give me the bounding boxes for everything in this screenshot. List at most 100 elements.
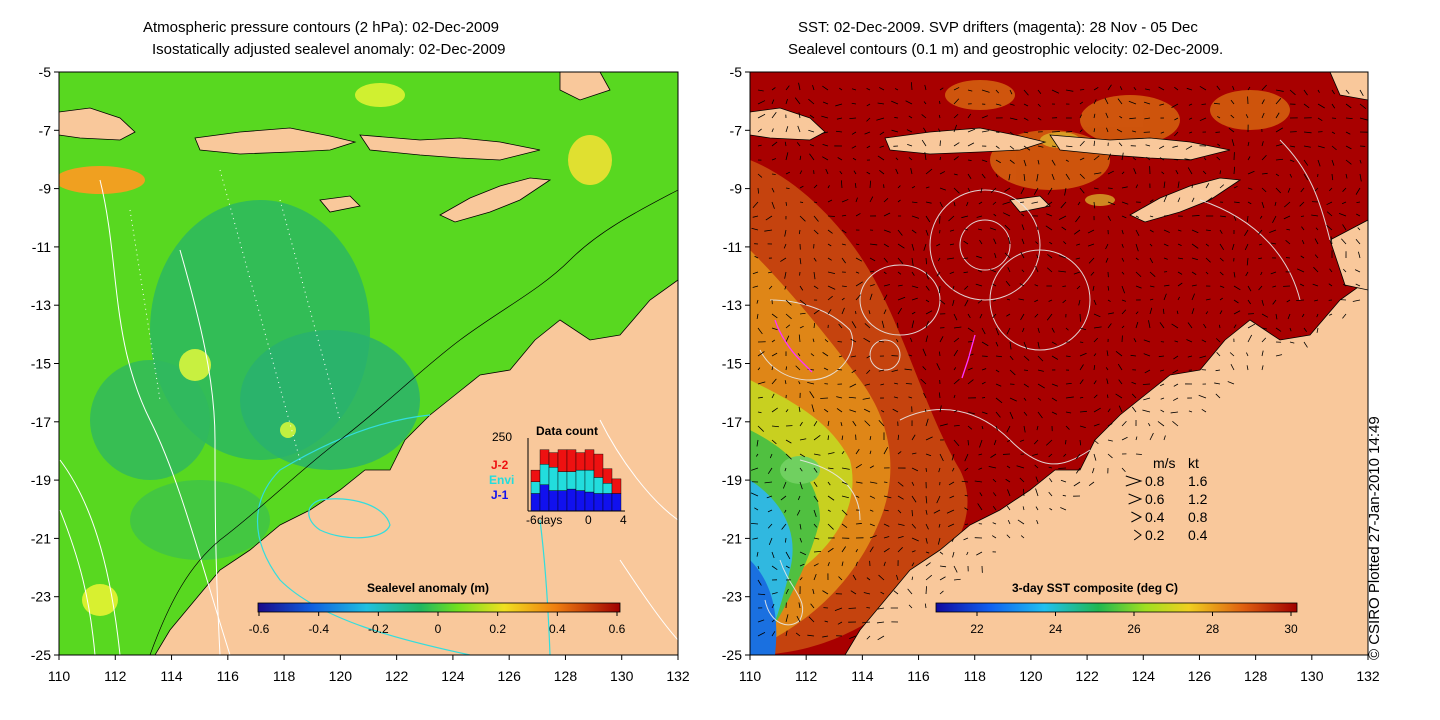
velocity-vector xyxy=(1314,299,1319,302)
velocity-vector xyxy=(841,199,849,203)
velocity-legend-ms: 0.4 xyxy=(1145,509,1165,525)
velocity-legend-ms: 0.6 xyxy=(1145,491,1165,507)
velocity-vector xyxy=(897,481,904,487)
velocity-vector xyxy=(981,425,984,430)
velocity-vector xyxy=(784,380,787,385)
velocity-vector xyxy=(911,434,916,441)
velocity-vector xyxy=(1016,465,1025,469)
velocity-vector xyxy=(925,285,930,291)
velocity-vector xyxy=(1359,103,1367,110)
velocity-vector xyxy=(1045,439,1053,446)
velocity-vector xyxy=(1247,201,1252,205)
velocity-vector xyxy=(1328,283,1333,287)
sla-colorbar-tick-label: -0.4 xyxy=(308,622,329,636)
velocity-vector xyxy=(975,283,983,287)
velocity-vector xyxy=(897,434,900,441)
velocity-vector xyxy=(881,320,885,329)
velocity-vector xyxy=(1009,131,1014,136)
axis-ticks: 110 112 114 116 118 120 122 124 126 128 130 132 -5 -7… xyxy=(31,64,1380,684)
inset-x-label-days: days xyxy=(537,513,562,527)
velocity-vector xyxy=(1173,158,1179,161)
velocity-vector xyxy=(1228,127,1235,133)
velocity-vector xyxy=(1021,213,1025,217)
velocity-vector xyxy=(1300,187,1305,193)
velocity-vector xyxy=(794,97,801,105)
velocity-vector xyxy=(981,130,990,133)
sst-colorbar: 3-day SST composite (deg C) 22 24 26 28 30 xyxy=(935,581,1298,636)
velocity-vector xyxy=(925,186,930,189)
velocity-vector xyxy=(1317,159,1321,167)
velocity-vector xyxy=(1189,131,1193,134)
velocity-vector xyxy=(1007,489,1011,497)
velocity-vector xyxy=(876,621,885,624)
velocity-vector xyxy=(848,396,857,399)
velocity-vector xyxy=(1330,236,1333,245)
velocity-vector xyxy=(1149,215,1154,218)
left-x-tick-label: 114 xyxy=(160,668,183,684)
velocity-legend-arrow xyxy=(1128,493,1143,505)
velocity-vector xyxy=(979,239,983,245)
velocity-vector xyxy=(953,578,961,581)
velocity-legend-ms: 0.8 xyxy=(1145,473,1165,489)
velocity-vector xyxy=(811,404,815,413)
velocity-vector xyxy=(953,113,959,119)
right-x-tick-label: 124 xyxy=(1132,668,1156,684)
velocity-vector xyxy=(1358,251,1361,259)
velocity-vector xyxy=(1261,187,1267,193)
velocity-vector xyxy=(911,495,917,503)
velocity-vector xyxy=(911,201,918,204)
velocity-vector xyxy=(1148,320,1151,329)
velocity-vector xyxy=(1037,89,1042,94)
velocity-vector xyxy=(850,338,857,343)
velocity-vector xyxy=(1227,381,1235,385)
velocity-vector xyxy=(974,480,983,483)
velocity-vector xyxy=(757,89,764,92)
velocity-vector xyxy=(1331,103,1336,109)
velocity-vector xyxy=(771,99,775,105)
velocity-vector xyxy=(1191,215,1200,217)
velocity-vector xyxy=(785,98,788,105)
velocity-vector xyxy=(1174,117,1179,121)
velocity-vector xyxy=(868,310,871,315)
velocity-vector xyxy=(1121,243,1124,248)
velocity-vector xyxy=(883,243,889,248)
velocity-vector xyxy=(1356,201,1361,203)
velocity-vector xyxy=(1037,117,1042,121)
velocity-vector xyxy=(891,369,899,372)
velocity-vector xyxy=(897,296,906,301)
inset-bar-envi xyxy=(575,469,586,491)
velocity-vector xyxy=(1198,394,1207,399)
velocity-vector xyxy=(952,551,955,558)
velocity-vector xyxy=(797,353,801,357)
velocity-vector xyxy=(838,323,843,329)
velocity-vector xyxy=(1036,173,1039,182)
velocity-vector xyxy=(990,187,997,194)
velocity-vector xyxy=(854,182,857,189)
velocity-legend: m/s kt 0.8 1.6 0.6 1.2 0.4 0.8 0.2 0.4 xyxy=(1125,455,1208,543)
velocity-vector xyxy=(1355,187,1361,195)
velocity-vector xyxy=(896,574,899,581)
velocity-vector xyxy=(785,366,788,371)
velocity-vector xyxy=(883,309,887,315)
velocity-vector xyxy=(1289,173,1293,178)
left-x-tick-label: 118 xyxy=(273,668,296,684)
velocity-vector xyxy=(1329,268,1333,273)
velocity-vector xyxy=(961,215,969,219)
velocity-vector xyxy=(952,285,955,290)
velocity-vector xyxy=(1177,243,1182,247)
velocity-vector xyxy=(841,214,847,217)
velocity-vector xyxy=(924,152,927,161)
velocity-vector xyxy=(1033,187,1039,195)
velocity-vector xyxy=(939,551,944,555)
velocity-vector xyxy=(939,590,944,595)
velocity-vector xyxy=(1186,87,1193,91)
velocity-vector xyxy=(785,537,787,543)
velocity-vector xyxy=(1354,269,1361,273)
velocity-vector xyxy=(1299,201,1305,207)
sla-colorbar-tick-label: -0.2 xyxy=(368,622,389,636)
velocity-vector xyxy=(799,201,804,203)
altimeter-tracks xyxy=(129,169,341,461)
velocity-vector xyxy=(866,577,871,581)
velocity-vector xyxy=(1107,170,1115,175)
velocity-vector xyxy=(1006,425,1011,433)
